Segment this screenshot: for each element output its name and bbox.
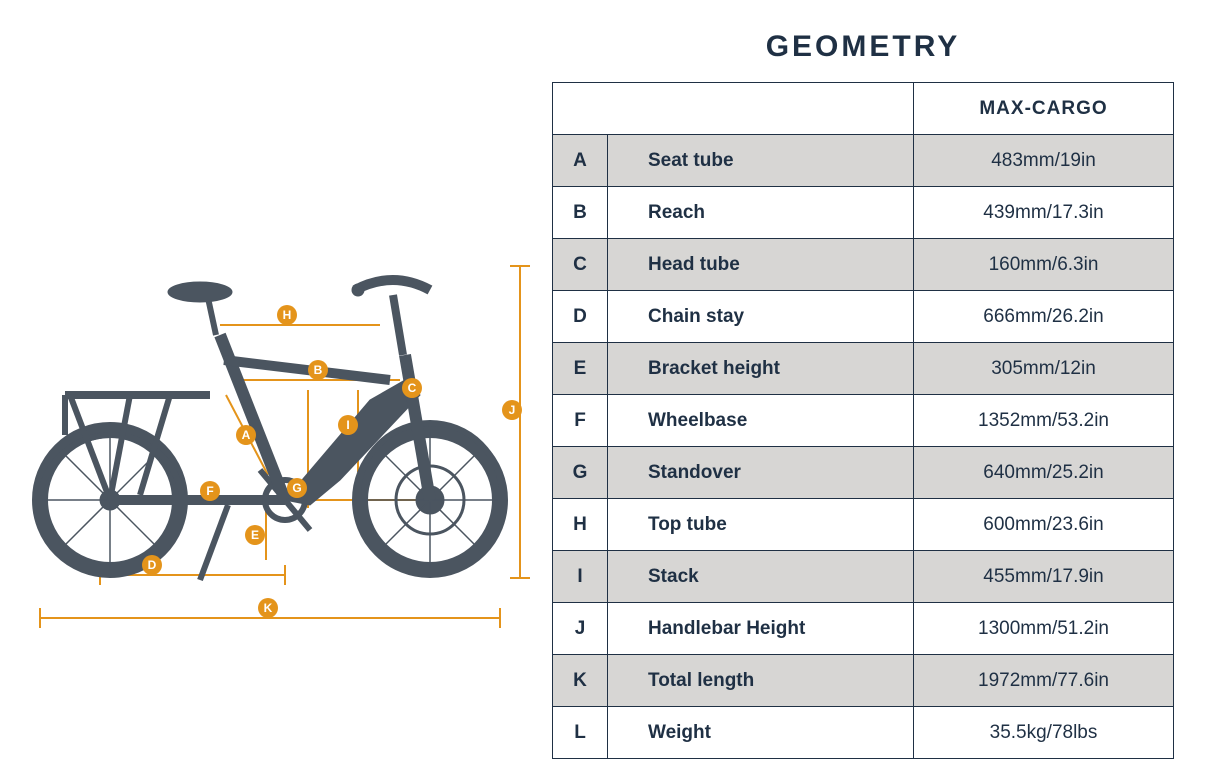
- table-row: LWeight35.5kg/78lbs: [553, 707, 1174, 759]
- row-label: Standover: [608, 447, 914, 499]
- row-letter: G: [553, 447, 608, 499]
- row-label: Top tube: [608, 499, 914, 551]
- row-letter: F: [553, 395, 608, 447]
- row-label: Chain stay: [608, 291, 914, 343]
- row-value: 1300mm/51.2in: [914, 603, 1174, 655]
- table-row: JHandlebar Height1300mm/51.2in: [553, 603, 1174, 655]
- callout-a: A: [236, 425, 256, 445]
- callout-h: H: [277, 305, 297, 325]
- table-row: EBracket height305mm/12in: [553, 343, 1174, 395]
- row-value: 483mm/19in: [914, 135, 1174, 187]
- row-value: 666mm/26.2in: [914, 291, 1174, 343]
- callout-e: E: [245, 525, 265, 545]
- row-letter: I: [553, 551, 608, 603]
- callout-k: K: [258, 598, 278, 618]
- table-row: ASeat tube483mm/19in: [553, 135, 1174, 187]
- row-label: Stack: [608, 551, 914, 603]
- row-value: 640mm/25.2in: [914, 447, 1174, 499]
- callout-f: F: [200, 481, 220, 501]
- callout-g: G: [287, 478, 307, 498]
- table-row: GStandover640mm/25.2in: [553, 447, 1174, 499]
- row-label: Bracket height: [608, 343, 914, 395]
- row-label: Head tube: [608, 239, 914, 291]
- bike-diagram: A B C D E F G H I J K: [10, 260, 530, 660]
- row-value: 455mm/17.9in: [914, 551, 1174, 603]
- callout-b: B: [308, 360, 328, 380]
- row-value: 600mm/23.6in: [914, 499, 1174, 551]
- geometry-table: MAX-CARGO ASeat tube483mm/19inBReach439m…: [552, 82, 1174, 759]
- row-label: Seat tube: [608, 135, 914, 187]
- row-value: 305mm/12in: [914, 343, 1174, 395]
- row-value: 1352mm/53.2in: [914, 395, 1174, 447]
- row-letter: D: [553, 291, 608, 343]
- row-letter: L: [553, 707, 608, 759]
- callout-c: C: [402, 378, 422, 398]
- row-value: 160mm/6.3in: [914, 239, 1174, 291]
- row-letter: B: [553, 187, 608, 239]
- callout-i: I: [338, 415, 358, 435]
- table-column: GEOMETRY MAX-CARGO ASeat tube483mm/19inB…: [540, 0, 1214, 779]
- row-letter: K: [553, 655, 608, 707]
- callout-d: D: [142, 555, 162, 575]
- table-title: GEOMETRY: [552, 30, 1174, 64]
- row-letter: J: [553, 603, 608, 655]
- row-label: Weight: [608, 707, 914, 759]
- row-letter: A: [553, 135, 608, 187]
- row-letter: E: [553, 343, 608, 395]
- table-row: BReach439mm/17.3in: [553, 187, 1174, 239]
- row-value: 439mm/17.3in: [914, 187, 1174, 239]
- row-letter: H: [553, 499, 608, 551]
- row-label: Total length: [608, 655, 914, 707]
- page: ABCDEFGHIJK GEOMETRY MAX-CARGO ASeat tub…: [0, 0, 1214, 779]
- row-letter: C: [553, 239, 608, 291]
- table-header-value: MAX-CARGO: [914, 83, 1174, 135]
- diagram-column: A B C D E F G H I J K: [0, 0, 540, 779]
- table-row: FWheelbase1352mm/53.2in: [553, 395, 1174, 447]
- row-value: 35.5kg/78lbs: [914, 707, 1174, 759]
- table-header-empty: [553, 83, 914, 135]
- table-row: DChain stay666mm/26.2in: [553, 291, 1174, 343]
- table-row: IStack455mm/17.9in: [553, 551, 1174, 603]
- table-row: HTop tube600mm/23.6in: [553, 499, 1174, 551]
- table-row: CHead tube160mm/6.3in: [553, 239, 1174, 291]
- row-label: Wheelbase: [608, 395, 914, 447]
- row-value: 1972mm/77.6in: [914, 655, 1174, 707]
- row-label: Reach: [608, 187, 914, 239]
- table-row: KTotal length1972mm/77.6in: [553, 655, 1174, 707]
- callout-j: J: [502, 400, 522, 420]
- row-label: Handlebar Height: [608, 603, 914, 655]
